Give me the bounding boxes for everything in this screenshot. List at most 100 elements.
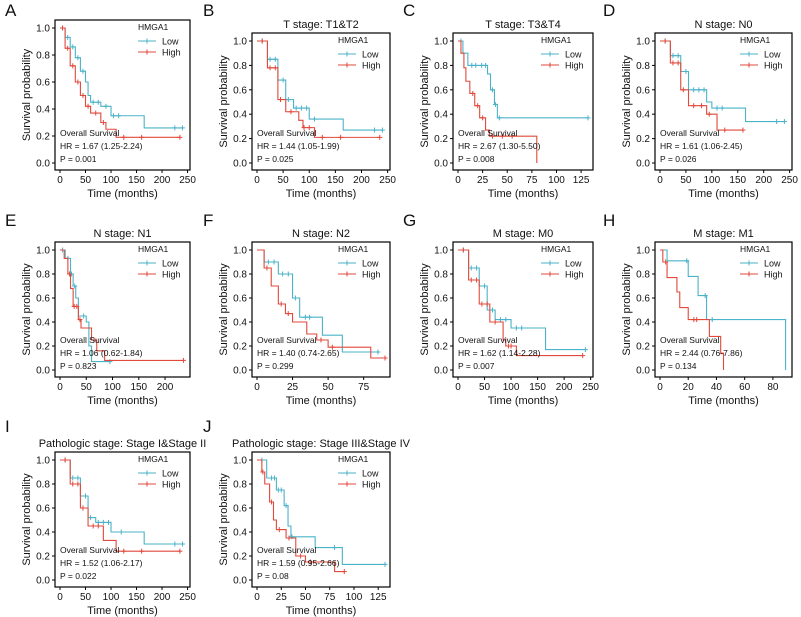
x-tick-label: 150 — [130, 382, 147, 393]
panel-letter: E — [5, 211, 16, 230]
x-tick-label: 0 — [455, 382, 461, 393]
x-tick-label: 100 — [548, 175, 565, 186]
x-tick-label: 200 — [353, 175, 370, 186]
panel-letter: J — [203, 417, 212, 436]
legend-title: HMGA1 — [338, 454, 369, 464]
legend-label: High — [362, 270, 381, 280]
legend-title: HMGA1 — [740, 244, 771, 254]
legend-title: HMGA1 — [541, 244, 572, 254]
x-tick-label: 75 — [526, 175, 538, 186]
stats-label: Overall Survival — [257, 128, 317, 138]
x-axis-label: Time (months) — [286, 188, 357, 200]
x-tick-label: 50 — [278, 175, 290, 186]
x-tick-label: 25 — [477, 175, 489, 186]
x-tick-label: 200 — [154, 175, 171, 186]
plot-frame — [54, 19, 191, 171]
y-tick-label: 0.8 — [434, 61, 448, 72]
hazard-ratio: HR = 1.59 (0.95-2.66) — [257, 558, 340, 568]
y-tick-label: 0.8 — [36, 270, 50, 281]
x-tick-label: 250 — [179, 592, 196, 603]
hazard-ratio: HR = 1.40 (0.74-2.65) — [257, 348, 340, 358]
x-tick-label: 150 — [729, 175, 746, 186]
panel-g: G M stage: M0 0.0 0.2 0.4 0.6 0.8 1.0 0 50 100 150 2… — [403, 211, 599, 407]
y-tick-label: 0.6 — [233, 85, 247, 96]
x-tick-label: 0 — [57, 382, 63, 393]
stats-label: Overall Survival — [60, 128, 120, 138]
plot-frame — [654, 241, 793, 378]
series-low — [257, 249, 381, 355]
y-axis-label: Survival probability — [218, 263, 230, 356]
x-tick-label: 200 — [556, 382, 573, 393]
y-tick-label: 0.4 — [434, 318, 448, 329]
plot-frame — [54, 241, 191, 378]
plot-frame — [452, 32, 594, 171]
y-tick-label: 0.2 — [233, 134, 247, 145]
survival-curve-high — [257, 249, 385, 359]
legend-title: HMGA1 — [138, 22, 169, 32]
panel-letter: A — [5, 1, 17, 20]
panel-i: I Pathologic stage: Stage I&Stage II 0.0 0.… — [5, 417, 206, 617]
y-tick-label: 1.0 — [36, 246, 50, 257]
p-value: P = 0.008 — [458, 154, 495, 164]
legend-title: HMGA1 — [138, 244, 169, 254]
survival-curve-low — [60, 27, 183, 129]
p-value: P = 0.299 — [257, 361, 294, 371]
y-axis-label: Survival probability — [21, 48, 33, 141]
series-high — [257, 249, 388, 361]
hazard-ratio: HR = 1.67 (1.25-2.24) — [60, 141, 143, 151]
y-tick-label: 0.4 — [36, 105, 50, 116]
y-tick-label: 0.2 — [233, 552, 247, 563]
series-high — [257, 38, 383, 140]
legend-label: High — [162, 480, 181, 490]
series-high — [660, 38, 746, 133]
y-tick-label: 0.8 — [434, 270, 448, 281]
y-tick-label: 0.4 — [233, 318, 247, 329]
panel-title: Pathologic stage: Stage I&Stage II — [39, 438, 207, 450]
survival-curve-high — [257, 459, 345, 573]
survival-curve-high — [60, 249, 184, 361]
y-axis-label: Survival probability — [419, 263, 431, 356]
x-tick-label: 125 — [573, 175, 590, 186]
y-tick-label: 0.6 — [636, 85, 650, 96]
legend-label: Low — [565, 259, 582, 269]
y-tick-label: 0.6 — [36, 294, 50, 305]
y-tick-label: 0.0 — [636, 366, 650, 377]
stats-label: Overall Survival — [257, 335, 317, 345]
y-axis-label: Survival probability — [419, 55, 431, 148]
x-tick-label: 100 — [703, 175, 720, 186]
x-tick-label: 50 — [680, 175, 692, 186]
p-value: P = 0.08 — [257, 571, 289, 581]
stats-label: Overall Survival — [660, 335, 720, 345]
x-tick-label: 250 — [179, 175, 196, 186]
legend-label: Low — [162, 259, 179, 269]
x-axis-label: Time (months) — [688, 395, 759, 407]
x-axis-label: Time (months) — [286, 605, 357, 617]
series-high — [458, 40, 538, 163]
y-tick-label: 0.0 — [434, 159, 448, 170]
legend-title: HMGA1 — [338, 35, 369, 45]
x-tick-label: 250 — [781, 175, 798, 186]
y-tick-label: 0.2 — [36, 552, 50, 563]
panel-letter: F — [203, 211, 213, 230]
x-tick-label: 200 — [755, 175, 772, 186]
plot-frame — [654, 32, 793, 171]
panel-letter: D — [603, 1, 615, 20]
x-tick-label: 0 — [254, 592, 260, 603]
survival-curve-high — [60, 27, 180, 138]
x-tick-label: 75 — [324, 592, 336, 603]
x-tick-label: 50 — [80, 592, 92, 603]
panel-title: N stage: N2 — [292, 228, 350, 240]
x-axis-label: Time (months) — [488, 395, 559, 407]
y-tick-label: 0.0 — [36, 159, 50, 170]
x-tick-label: 200 — [157, 382, 174, 393]
panel-title: Pathologic stage: Stage III&Stage IV — [232, 438, 411, 450]
legend-label: High — [764, 61, 783, 71]
panel-a: A 0.0 0.2 0.4 0.6 0.8 1.0 0 50 100 150 200 250 Time (… — [5, 1, 196, 200]
y-tick-label: 0.4 — [636, 318, 650, 329]
legend-label: High — [565, 61, 584, 71]
x-tick-label: 200 — [154, 592, 171, 603]
x-tick-label: 0 — [254, 382, 260, 393]
